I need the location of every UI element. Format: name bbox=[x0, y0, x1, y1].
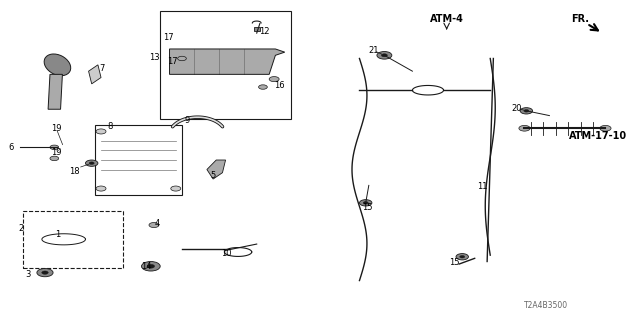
Polygon shape bbox=[170, 49, 285, 74]
Text: 8: 8 bbox=[108, 122, 113, 131]
Circle shape bbox=[524, 109, 529, 112]
Text: 1: 1 bbox=[55, 230, 60, 239]
Text: 2: 2 bbox=[19, 224, 24, 233]
Text: FR.: FR. bbox=[572, 14, 589, 24]
Polygon shape bbox=[207, 160, 225, 179]
Text: 15: 15 bbox=[449, 258, 460, 267]
Circle shape bbox=[519, 125, 530, 131]
Text: 6: 6 bbox=[8, 143, 13, 152]
Circle shape bbox=[37, 268, 53, 277]
Polygon shape bbox=[88, 65, 101, 84]
Text: 14: 14 bbox=[141, 262, 151, 271]
Circle shape bbox=[149, 222, 159, 228]
Text: ATM-17-10: ATM-17-10 bbox=[570, 131, 627, 140]
Text: 10: 10 bbox=[221, 249, 232, 258]
Text: T2A4B3500: T2A4B3500 bbox=[524, 301, 568, 310]
Circle shape bbox=[141, 261, 160, 271]
Text: 20: 20 bbox=[512, 104, 522, 113]
Text: 7: 7 bbox=[100, 63, 105, 73]
Text: 19: 19 bbox=[51, 148, 61, 156]
Text: 17: 17 bbox=[167, 57, 178, 66]
Circle shape bbox=[86, 160, 98, 166]
Circle shape bbox=[377, 52, 392, 59]
Text: 17: 17 bbox=[163, 33, 173, 42]
Circle shape bbox=[600, 125, 611, 131]
Bar bbox=[254, 27, 260, 31]
Text: 4: 4 bbox=[154, 219, 160, 228]
Circle shape bbox=[42, 271, 48, 274]
Text: ATM-4: ATM-4 bbox=[429, 14, 463, 24]
Circle shape bbox=[147, 264, 155, 268]
Text: 13: 13 bbox=[148, 53, 159, 62]
Text: 19: 19 bbox=[51, 124, 61, 133]
Circle shape bbox=[50, 156, 59, 161]
Circle shape bbox=[269, 76, 279, 82]
Text: 21: 21 bbox=[369, 46, 379, 55]
Circle shape bbox=[96, 186, 106, 191]
Circle shape bbox=[456, 253, 468, 260]
Text: 12: 12 bbox=[259, 27, 269, 36]
Text: 11: 11 bbox=[477, 182, 488, 191]
Circle shape bbox=[178, 56, 186, 61]
Text: 9: 9 bbox=[184, 116, 189, 125]
Polygon shape bbox=[48, 74, 63, 109]
Ellipse shape bbox=[44, 54, 71, 76]
Circle shape bbox=[381, 54, 387, 57]
Text: 5: 5 bbox=[211, 172, 216, 180]
Circle shape bbox=[360, 200, 372, 206]
Circle shape bbox=[89, 162, 94, 164]
Circle shape bbox=[460, 255, 465, 258]
Circle shape bbox=[364, 202, 368, 204]
Circle shape bbox=[520, 108, 532, 114]
Text: 15: 15 bbox=[362, 203, 373, 212]
Text: 16: 16 bbox=[275, 81, 285, 90]
Circle shape bbox=[259, 85, 268, 89]
Circle shape bbox=[171, 186, 180, 191]
Text: 18: 18 bbox=[70, 167, 80, 176]
Circle shape bbox=[96, 129, 106, 134]
Circle shape bbox=[50, 145, 59, 149]
Text: 3: 3 bbox=[26, 270, 31, 279]
